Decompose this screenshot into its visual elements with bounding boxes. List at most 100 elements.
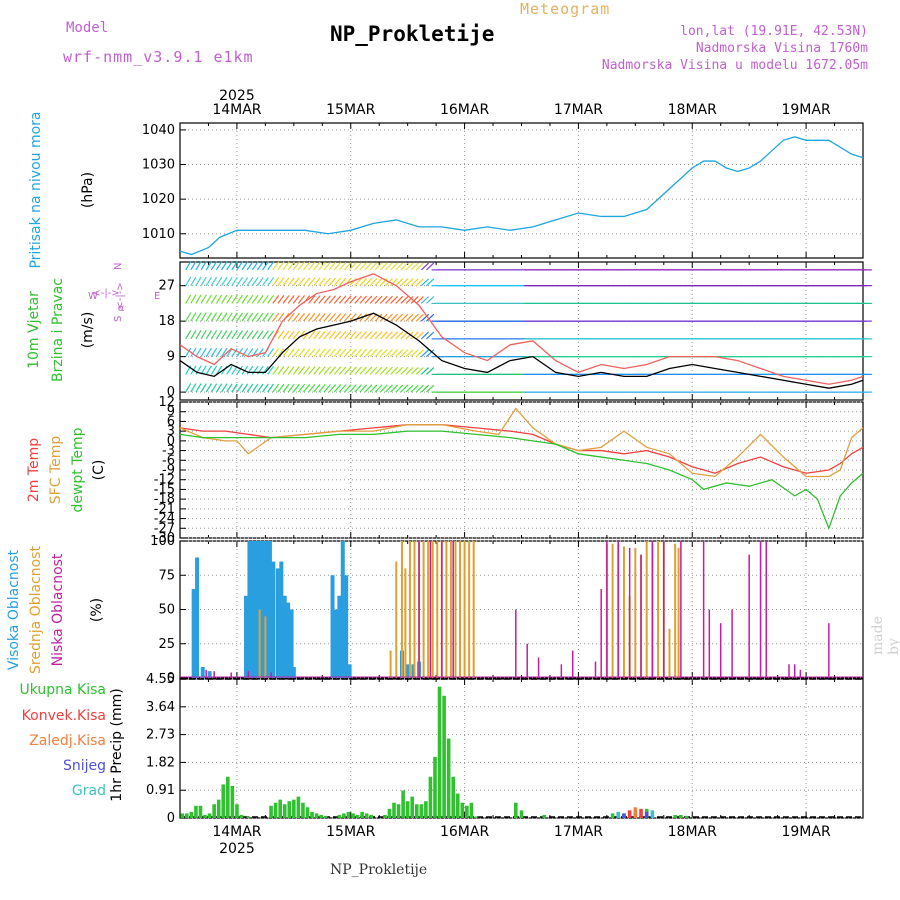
cloud-bar (617, 541, 620, 678)
cloud-bar (515, 609, 517, 678)
wind-arrow (256, 383, 264, 393)
cloud-bar (537, 657, 540, 678)
precip-bar (639, 808, 643, 818)
wind-arrow (426, 278, 435, 287)
wind-arrow (415, 278, 424, 287)
precip-bar (679, 814, 683, 818)
wind-arrow (426, 262, 435, 271)
wind-arrow (282, 295, 290, 304)
wind-arrow (292, 312, 300, 322)
wind-arrow (390, 384, 399, 393)
cloud-bar (395, 561, 398, 678)
location-coordinates: lon,lat (19.91E, 42.53N) (680, 24, 868, 39)
bottom-date-label: 17MAR (554, 824, 603, 840)
y-tick-label: 27 (158, 279, 175, 294)
wind-arrow (323, 277, 331, 287)
wind-arrow (200, 261, 207, 271)
wind-arrow (364, 348, 373, 358)
wind-arrow (400, 349, 409, 358)
wind-arrow (344, 262, 352, 271)
wind-arrow (395, 295, 404, 304)
wind-arrow (272, 277, 280, 287)
page-title: NP_Prokletije (330, 22, 495, 46)
wind-arrow (410, 313, 419, 322)
wind-arrow (210, 294, 218, 304)
wind-arrow (267, 261, 275, 271)
wind-arrow (318, 277, 326, 287)
wind-arrow (390, 295, 399, 304)
top-date-label: 18MAR (668, 102, 717, 118)
wind-arrow (328, 384, 337, 393)
wind-arrow (354, 348, 362, 358)
wind-arrow (359, 262, 368, 271)
wind-arrow (262, 261, 269, 271)
wind-arrow (415, 349, 424, 358)
wind-arrow (272, 295, 280, 304)
cloud-bar (719, 623, 722, 678)
pressure-line (179, 136, 864, 256)
wind-arrow (282, 383, 290, 393)
wind-arrow (236, 330, 244, 340)
precip-bar (310, 811, 314, 818)
cloud-label-mid: Srednja Oblacnost (28, 546, 44, 674)
precip-bar (239, 814, 244, 818)
y-tick-label: 75 (158, 568, 175, 583)
wind-arrow (205, 312, 212, 322)
wind-arrow (231, 261, 238, 271)
wind-arrow (205, 347, 212, 357)
cloud-bar (347, 664, 352, 678)
cloud-bar (408, 541, 411, 678)
wind-arrow (297, 366, 306, 375)
wind-arrow (410, 262, 419, 271)
y-tick-label: 1.82 (146, 755, 175, 770)
wind-arrow (379, 313, 388, 322)
wind-speed-line (179, 312, 864, 389)
wind-arrow (190, 312, 197, 322)
cloud-bar (411, 664, 416, 678)
precip-bar (207, 813, 212, 818)
temp-line-2 (179, 407, 864, 478)
wind-arrow (318, 261, 326, 271)
cloud-bar (333, 609, 338, 678)
wind-arrow (195, 383, 202, 393)
wind-arrow (405, 384, 414, 393)
wind-arrow (297, 383, 306, 393)
wind-arrow (313, 261, 321, 271)
precip-bar (616, 811, 621, 818)
bottom-date-label: 14MAR (212, 824, 261, 840)
wind-gust-line (179, 273, 864, 385)
wind-arrow (262, 312, 269, 322)
wind-arrow (385, 349, 393, 358)
bottom-date-label: 16MAR (440, 824, 489, 840)
precip-bar (437, 686, 442, 818)
wind-arrow (185, 260, 192, 271)
wind-arrow (420, 296, 430, 304)
cloud-bar (264, 541, 269, 678)
wind-arrow (277, 330, 285, 340)
wind-arrow (277, 366, 285, 375)
wind-arrow (323, 330, 331, 340)
wind-arrow (426, 367, 435, 375)
cloud-bar (254, 541, 259, 678)
wind-arrow (415, 262, 424, 271)
wind-arrow (292, 330, 300, 340)
wind-arrow (277, 261, 285, 271)
cloud-bar (668, 628, 671, 678)
precip-bar (351, 813, 355, 818)
wind-arrow (369, 384, 378, 393)
wind-arrow (369, 331, 378, 340)
wind-arrow (246, 312, 254, 322)
wind-arrow (251, 312, 259, 322)
cloud-bar (454, 541, 457, 678)
wind-arrow (256, 365, 264, 375)
wind-arrow (226, 383, 233, 393)
wind-arrow (231, 312, 238, 322)
precip-legend-5: Grad (72, 783, 106, 799)
wind-arrow (395, 331, 404, 340)
wind-arrow (369, 366, 378, 375)
y-tick-label: -21 (154, 502, 175, 517)
precip-bar (387, 808, 392, 818)
precip-bar (383, 814, 387, 818)
wind-arrow (400, 313, 409, 322)
wind-arrow (390, 349, 399, 358)
